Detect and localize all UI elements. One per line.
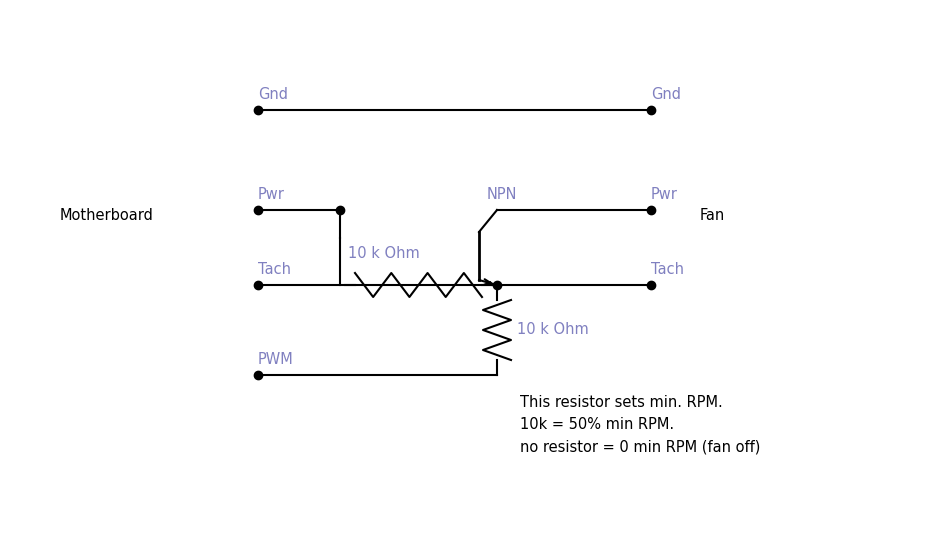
Text: Tach: Tach — [651, 262, 683, 277]
Text: no resistor = 0 min RPM (fan off): no resistor = 0 min RPM (fan off) — [520, 439, 759, 454]
Text: Motherboard: Motherboard — [60, 208, 154, 223]
Text: Tach: Tach — [258, 262, 290, 277]
Text: PWM: PWM — [258, 352, 293, 367]
Text: 10k = 50% min RPM.: 10k = 50% min RPM. — [520, 417, 674, 432]
Text: Gnd: Gnd — [258, 87, 288, 102]
Text: 10 k Ohm: 10 k Ohm — [517, 322, 588, 337]
Text: Pwr: Pwr — [258, 187, 285, 202]
Text: NPN: NPN — [486, 187, 517, 202]
Text: 10 k Ohm: 10 k Ohm — [348, 246, 419, 261]
Text: This resistor sets min. RPM.: This resistor sets min. RPM. — [520, 395, 722, 410]
Text: Pwr: Pwr — [651, 187, 677, 202]
Text: Gnd: Gnd — [651, 87, 680, 102]
Text: Fan: Fan — [699, 208, 725, 223]
